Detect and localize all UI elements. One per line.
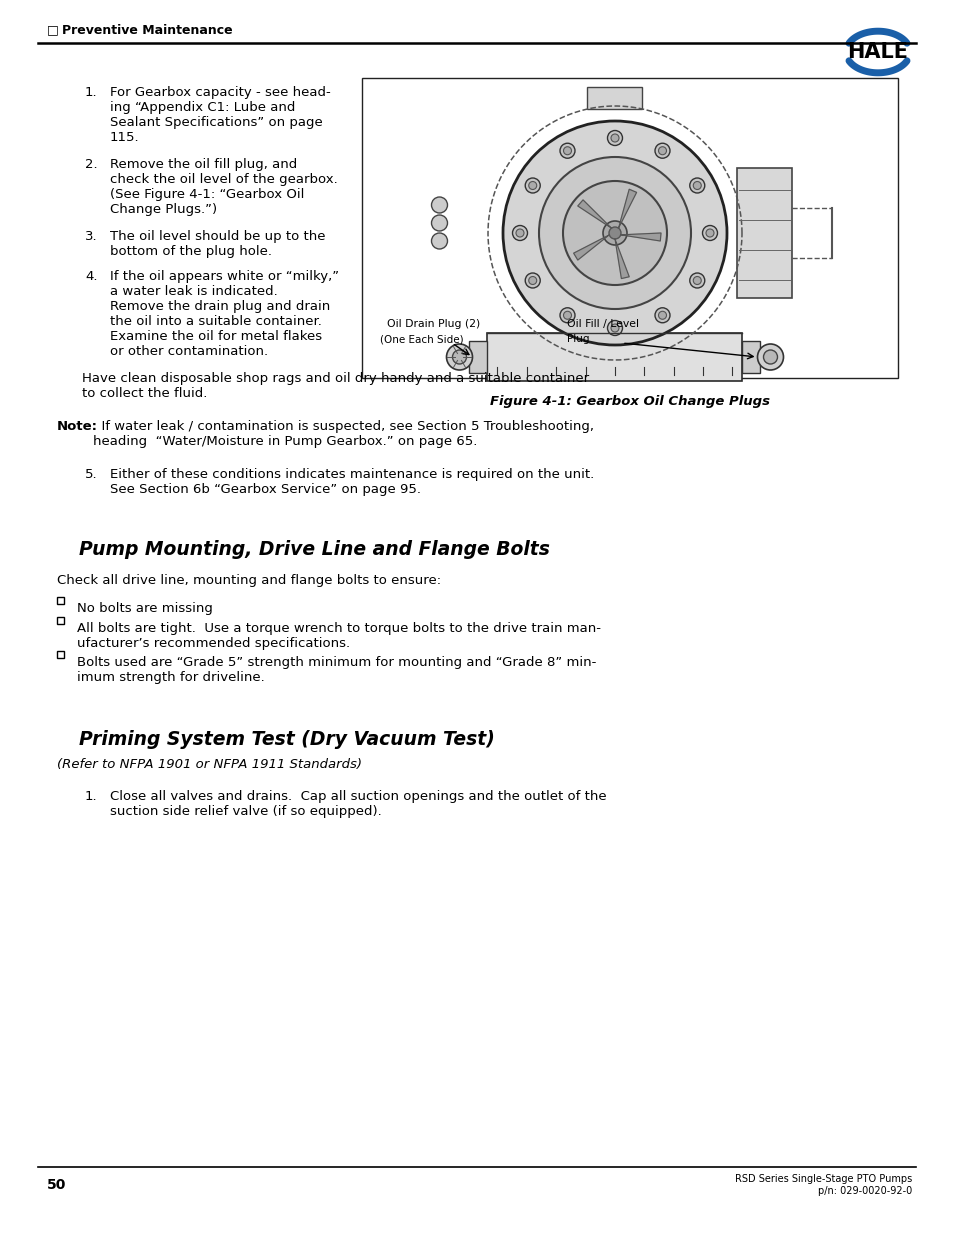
- Bar: [57, 618, 64, 624]
- Circle shape: [693, 277, 700, 284]
- Text: (Refer to NFPA 1901 or NFPA 1911 Standards): (Refer to NFPA 1901 or NFPA 1911 Standar…: [57, 758, 361, 771]
- Text: 5.: 5.: [85, 468, 97, 480]
- Circle shape: [610, 135, 618, 142]
- Circle shape: [607, 131, 622, 146]
- Circle shape: [655, 308, 669, 322]
- Circle shape: [563, 311, 571, 320]
- Circle shape: [693, 182, 700, 189]
- Circle shape: [563, 147, 571, 154]
- Text: □: □: [47, 23, 59, 37]
- Text: Close all valves and drains.  Cap all suction openings and the outlet of the
suc: Close all valves and drains. Cap all suc…: [110, 790, 606, 818]
- Text: (One Each Side): (One Each Side): [379, 333, 463, 345]
- Circle shape: [431, 233, 447, 249]
- Bar: [57, 651, 64, 658]
- Circle shape: [658, 311, 666, 320]
- Polygon shape: [615, 240, 629, 279]
- Text: All bolts are tight.  Use a torque wrench to torque bolts to the drive train man: All bolts are tight. Use a torque wrench…: [77, 622, 600, 650]
- Circle shape: [446, 345, 472, 370]
- Polygon shape: [620, 233, 660, 241]
- Text: If the oil appears white or “milky,”
a water leak is indicated.
Remove the drain: If the oil appears white or “milky,” a w…: [110, 270, 338, 358]
- Circle shape: [689, 273, 704, 288]
- Bar: [741, 341, 760, 373]
- Text: Have clean disposable shop rags and oil dry handy and a suitable container
to co: Have clean disposable shop rags and oil …: [82, 372, 589, 400]
- Circle shape: [452, 350, 466, 364]
- Circle shape: [762, 350, 777, 364]
- Text: 4.: 4.: [85, 270, 97, 283]
- Circle shape: [701, 226, 717, 241]
- Text: Oil Drain Plug (2): Oil Drain Plug (2): [387, 319, 479, 329]
- Circle shape: [658, 147, 666, 154]
- Circle shape: [431, 215, 447, 231]
- Circle shape: [502, 121, 726, 345]
- Circle shape: [602, 221, 626, 245]
- Polygon shape: [573, 235, 609, 261]
- Text: 50: 50: [47, 1178, 67, 1192]
- Circle shape: [559, 308, 575, 322]
- Text: Note:: Note:: [57, 420, 98, 433]
- Text: Check all drive line, mounting and flange bolts to ensure:: Check all drive line, mounting and flang…: [57, 574, 440, 587]
- Text: The oil level should be up to the
bottom of the plug hole.: The oil level should be up to the bottom…: [110, 230, 325, 258]
- Circle shape: [528, 182, 537, 189]
- Circle shape: [610, 324, 618, 332]
- Text: Plug: Plug: [566, 333, 589, 345]
- Polygon shape: [618, 189, 636, 228]
- Bar: [469, 341, 487, 373]
- Text: p/n: 029-0020-92-0: p/n: 029-0020-92-0: [817, 1186, 911, 1195]
- Circle shape: [525, 273, 539, 288]
- Text: Bolts used are “Grade 5” strength minimum for mounting and “Grade 8” min-
imum s: Bolts used are “Grade 5” strength minimu…: [77, 656, 596, 684]
- Text: 1.: 1.: [85, 790, 97, 803]
- Circle shape: [528, 277, 537, 284]
- Text: 2.: 2.: [85, 158, 97, 170]
- Text: Either of these conditions indicates maintenance is required on the unit.
See Se: Either of these conditions indicates mai…: [110, 468, 594, 496]
- Circle shape: [559, 143, 575, 158]
- Bar: [737, 168, 791, 298]
- Circle shape: [607, 321, 622, 336]
- Circle shape: [608, 227, 620, 240]
- Bar: [587, 86, 641, 109]
- Circle shape: [689, 178, 704, 193]
- Circle shape: [538, 157, 690, 309]
- Text: Pump Mounting, Drive Line and Flange Bolts: Pump Mounting, Drive Line and Flange Bol…: [79, 540, 549, 559]
- Text: 3.: 3.: [85, 230, 97, 243]
- Text: No bolts are missing: No bolts are missing: [77, 601, 213, 615]
- Circle shape: [562, 182, 666, 285]
- Circle shape: [655, 143, 669, 158]
- Circle shape: [705, 228, 713, 237]
- Polygon shape: [578, 200, 611, 228]
- Circle shape: [431, 198, 447, 212]
- Text: 1.: 1.: [85, 86, 97, 99]
- Circle shape: [525, 178, 539, 193]
- Text: RSD Series Single-Stage PTO Pumps: RSD Series Single-Stage PTO Pumps: [734, 1174, 911, 1184]
- Text: Remove the oil fill plug, and
check the oil level of the gearbox.
(See Figure 4-: Remove the oil fill plug, and check the …: [110, 158, 337, 216]
- Circle shape: [512, 226, 527, 241]
- Circle shape: [516, 228, 523, 237]
- Bar: [361, 78, 897, 378]
- Text: HALE: HALE: [846, 42, 907, 62]
- Bar: [57, 597, 64, 604]
- Circle shape: [757, 345, 782, 370]
- Text: If water leak / contamination is suspected, see Section 5 Troubleshooting,
headi: If water leak / contamination is suspect…: [92, 420, 594, 448]
- Bar: [487, 333, 741, 382]
- Text: Oil Fill / Level: Oil Fill / Level: [566, 319, 639, 329]
- Text: Preventive Maintenance: Preventive Maintenance: [62, 23, 233, 37]
- Text: For Gearbox capacity - see head-
ing “Appendix C1: Lube and
Sealant Specificatio: For Gearbox capacity - see head- ing “Ap…: [110, 86, 331, 144]
- Text: Priming System Test (Dry Vacuum Test): Priming System Test (Dry Vacuum Test): [79, 730, 495, 748]
- Text: Figure 4-1: Gearbox Oil Change Plugs: Figure 4-1: Gearbox Oil Change Plugs: [490, 395, 769, 408]
